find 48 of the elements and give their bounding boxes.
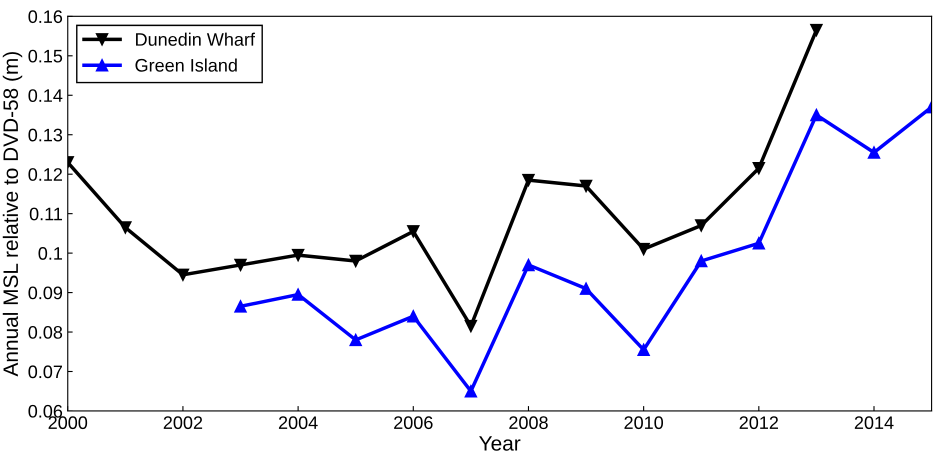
x-tick-label: 2006 [394, 416, 433, 430]
point [292, 248, 304, 262]
point [868, 146, 880, 159]
legend-label: Green Island [135, 58, 237, 72]
x-tick-label: 2010 [624, 416, 664, 430]
x-tick-label: 2000 [48, 416, 88, 430]
x-tick-label: 2012 [740, 416, 778, 430]
point [752, 162, 766, 175]
point [580, 180, 592, 192]
point [694, 254, 708, 268]
point [176, 268, 190, 282]
point [407, 225, 420, 238]
point [292, 288, 304, 301]
y-tick-label: 0.15 [28, 50, 62, 63]
point [349, 334, 362, 346]
point [407, 310, 420, 323]
y-tick-label: 0.11 [30, 208, 62, 220]
point [464, 320, 478, 332]
y-tick-label: 0.08 [28, 326, 62, 339]
y-tick-label: 0.06 [28, 404, 62, 418]
point [810, 24, 823, 36]
y-axis-title: Annual MSL relative to DVD-58 (m) [2, 52, 22, 376]
x-tick-label: 2014 [854, 416, 894, 430]
point [349, 254, 362, 268]
point [580, 282, 592, 295]
point [694, 219, 708, 232]
y-tick-label: 0.16 [28, 10, 62, 24]
x-tick-label: 2008 [509, 416, 548, 430]
point [522, 258, 535, 272]
point [522, 174, 535, 186]
legend-label: Dunedin Wharf [136, 32, 256, 46]
point [637, 242, 650, 256]
x-tick-label: 2002 [164, 416, 202, 430]
point [464, 384, 478, 398]
y-tick-label: 0.13 [28, 128, 62, 142]
y-tick-label: 0.14 [28, 89, 62, 102]
point [119, 221, 132, 234]
point [637, 344, 650, 356]
y-tick-label: 0.1 [38, 247, 62, 260]
y-tick-label: 0.07 [28, 365, 62, 378]
x-tick-label: 2004 [278, 416, 318, 430]
point [234, 300, 247, 313]
y-tick-label: 0.09 [28, 286, 62, 300]
point [234, 258, 247, 272]
point [752, 237, 766, 250]
point [810, 108, 823, 122]
x-axis-title: Year [479, 436, 520, 451]
y-tick-label: 0.12 [28, 168, 62, 181]
